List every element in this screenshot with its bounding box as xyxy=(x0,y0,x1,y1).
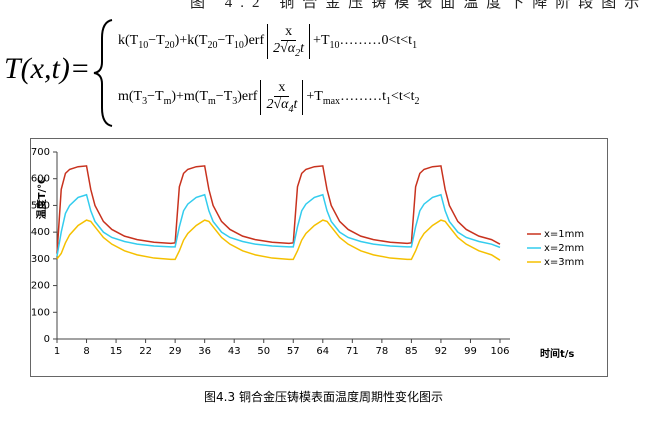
top-caption: 图 4.2 铜合金压铸模表面温度下降阶段图示 xyxy=(190,0,647,11)
x-tick-label: 1 xyxy=(54,346,60,357)
formula-text: 2√α xyxy=(266,97,289,112)
x-tick-label: 57 xyxy=(287,346,300,357)
formula-text: )erf xyxy=(237,88,258,104)
series-line xyxy=(56,193,501,257)
subscript: m xyxy=(208,95,216,107)
y-tick-label: 500 xyxy=(31,200,50,211)
y-tick-label: 400 xyxy=(31,227,50,238)
x-tick-label: 22 xyxy=(139,346,152,357)
legend-label: x=2mm xyxy=(544,243,584,254)
subscript: 3 xyxy=(232,95,238,107)
subscript: 1 xyxy=(385,95,391,107)
formula-text: −T xyxy=(215,88,233,104)
legend-label: x=3mm xyxy=(544,257,584,268)
y-tick-label: 100 xyxy=(31,307,50,318)
series-line xyxy=(56,219,501,261)
formula-text: 2√α xyxy=(273,41,296,56)
numerator: x xyxy=(274,80,290,97)
formula-lhs: T(x,t)= xyxy=(4,52,91,85)
x-tick-label: 36 xyxy=(198,346,211,357)
subscript: 1 xyxy=(412,39,418,51)
denominator: 2√α2t xyxy=(273,41,304,59)
x-tick-label: 64 xyxy=(316,346,329,357)
formula-text: −T xyxy=(147,88,164,104)
subscript: 4 xyxy=(288,103,294,115)
x-tick-label: 50 xyxy=(257,346,270,357)
formula-text: ………0<t<t xyxy=(339,32,413,48)
chart-frame xyxy=(30,138,608,377)
fraction: x 2√α2t xyxy=(267,24,311,59)
formula-text: )erf xyxy=(243,32,265,48)
fraction: x 2√α4t xyxy=(260,80,304,115)
figure-caption: 图4.3 铜合金压铸模表面温度周期性变化图示 xyxy=(204,390,443,404)
subscript: 20 xyxy=(207,39,218,51)
subscript: 10 xyxy=(233,39,244,51)
chart: 温度T/℃ 时间t/s 0 100 200 300 400 500 600 700 1 8 15 22… xyxy=(30,138,608,377)
denominator: 2√α4t xyxy=(266,97,297,115)
formula-text: ………t xyxy=(340,88,386,104)
x-tick-label: 71 xyxy=(346,346,359,357)
x-tick-label: 15 xyxy=(110,346,123,357)
y-tick-label: 300 xyxy=(31,254,50,265)
y-tick-label: 200 xyxy=(31,281,50,292)
formula-text: −T xyxy=(217,32,234,48)
formula-text: <t<t xyxy=(390,88,415,104)
legend-label: x=1mm xyxy=(544,229,584,240)
series-line xyxy=(56,165,501,254)
subscript: 10 xyxy=(329,39,340,51)
y-tick-label: 600 xyxy=(31,174,50,185)
x-axis-label: 时间t/s xyxy=(540,347,574,360)
formula-text: m(T xyxy=(118,88,143,104)
formula-text: t xyxy=(293,97,298,112)
formula-text: +T xyxy=(306,88,323,104)
formula-text: )+m(T xyxy=(171,88,209,104)
x-tick-label: 43 xyxy=(228,346,241,357)
y-axis-label: 温度T/℃ xyxy=(35,177,48,220)
subscript: 20 xyxy=(164,39,175,51)
formula-line: k(T10−T20)+k(T20−T10)erf x 2√α2t +T10………0<t… xyxy=(118,24,417,59)
formula-text: )+k(T xyxy=(174,32,208,48)
subscript: 2 xyxy=(414,95,420,107)
y-tick-label: 0 xyxy=(44,334,50,345)
x-tick-label: 99 xyxy=(464,346,477,357)
formula-prefix: k(T10−T20)+k(T20−T10)erf xyxy=(118,33,264,51)
subscript: 10 xyxy=(138,39,149,51)
formula-text: −T xyxy=(148,32,165,48)
x-tick-label: 85 xyxy=(405,346,418,357)
x-tick-label: 92 xyxy=(435,346,448,357)
formula-suffix: +Tmax………t1<t<t2 xyxy=(306,89,419,107)
x-tick-label: 29 xyxy=(169,346,182,357)
formula-text: +T xyxy=(313,32,330,48)
subscript: max xyxy=(322,95,341,107)
subscript: 2 xyxy=(295,47,301,59)
x-tick-label: 106 xyxy=(490,346,509,357)
formula-text: t xyxy=(300,41,305,56)
formula-suffix: +T10………0<t<t1 xyxy=(313,33,417,51)
formula-text: k(T xyxy=(118,32,139,48)
brace xyxy=(93,19,113,127)
subscript: m xyxy=(163,95,172,107)
formula-line: m(T3−Tm)+m(Tm−T3)erf x 2√α4t +Tmax………t1<t<t… xyxy=(118,80,420,115)
x-tick-label: 8 xyxy=(83,346,89,357)
y-tick-label: 700 xyxy=(31,147,50,158)
numerator: x xyxy=(281,24,297,41)
formula-prefix: m(T3−Tm)+m(Tm−T3)erf xyxy=(118,89,257,107)
x-tick-label: 78 xyxy=(375,346,388,357)
subscript: 3 xyxy=(142,95,148,107)
